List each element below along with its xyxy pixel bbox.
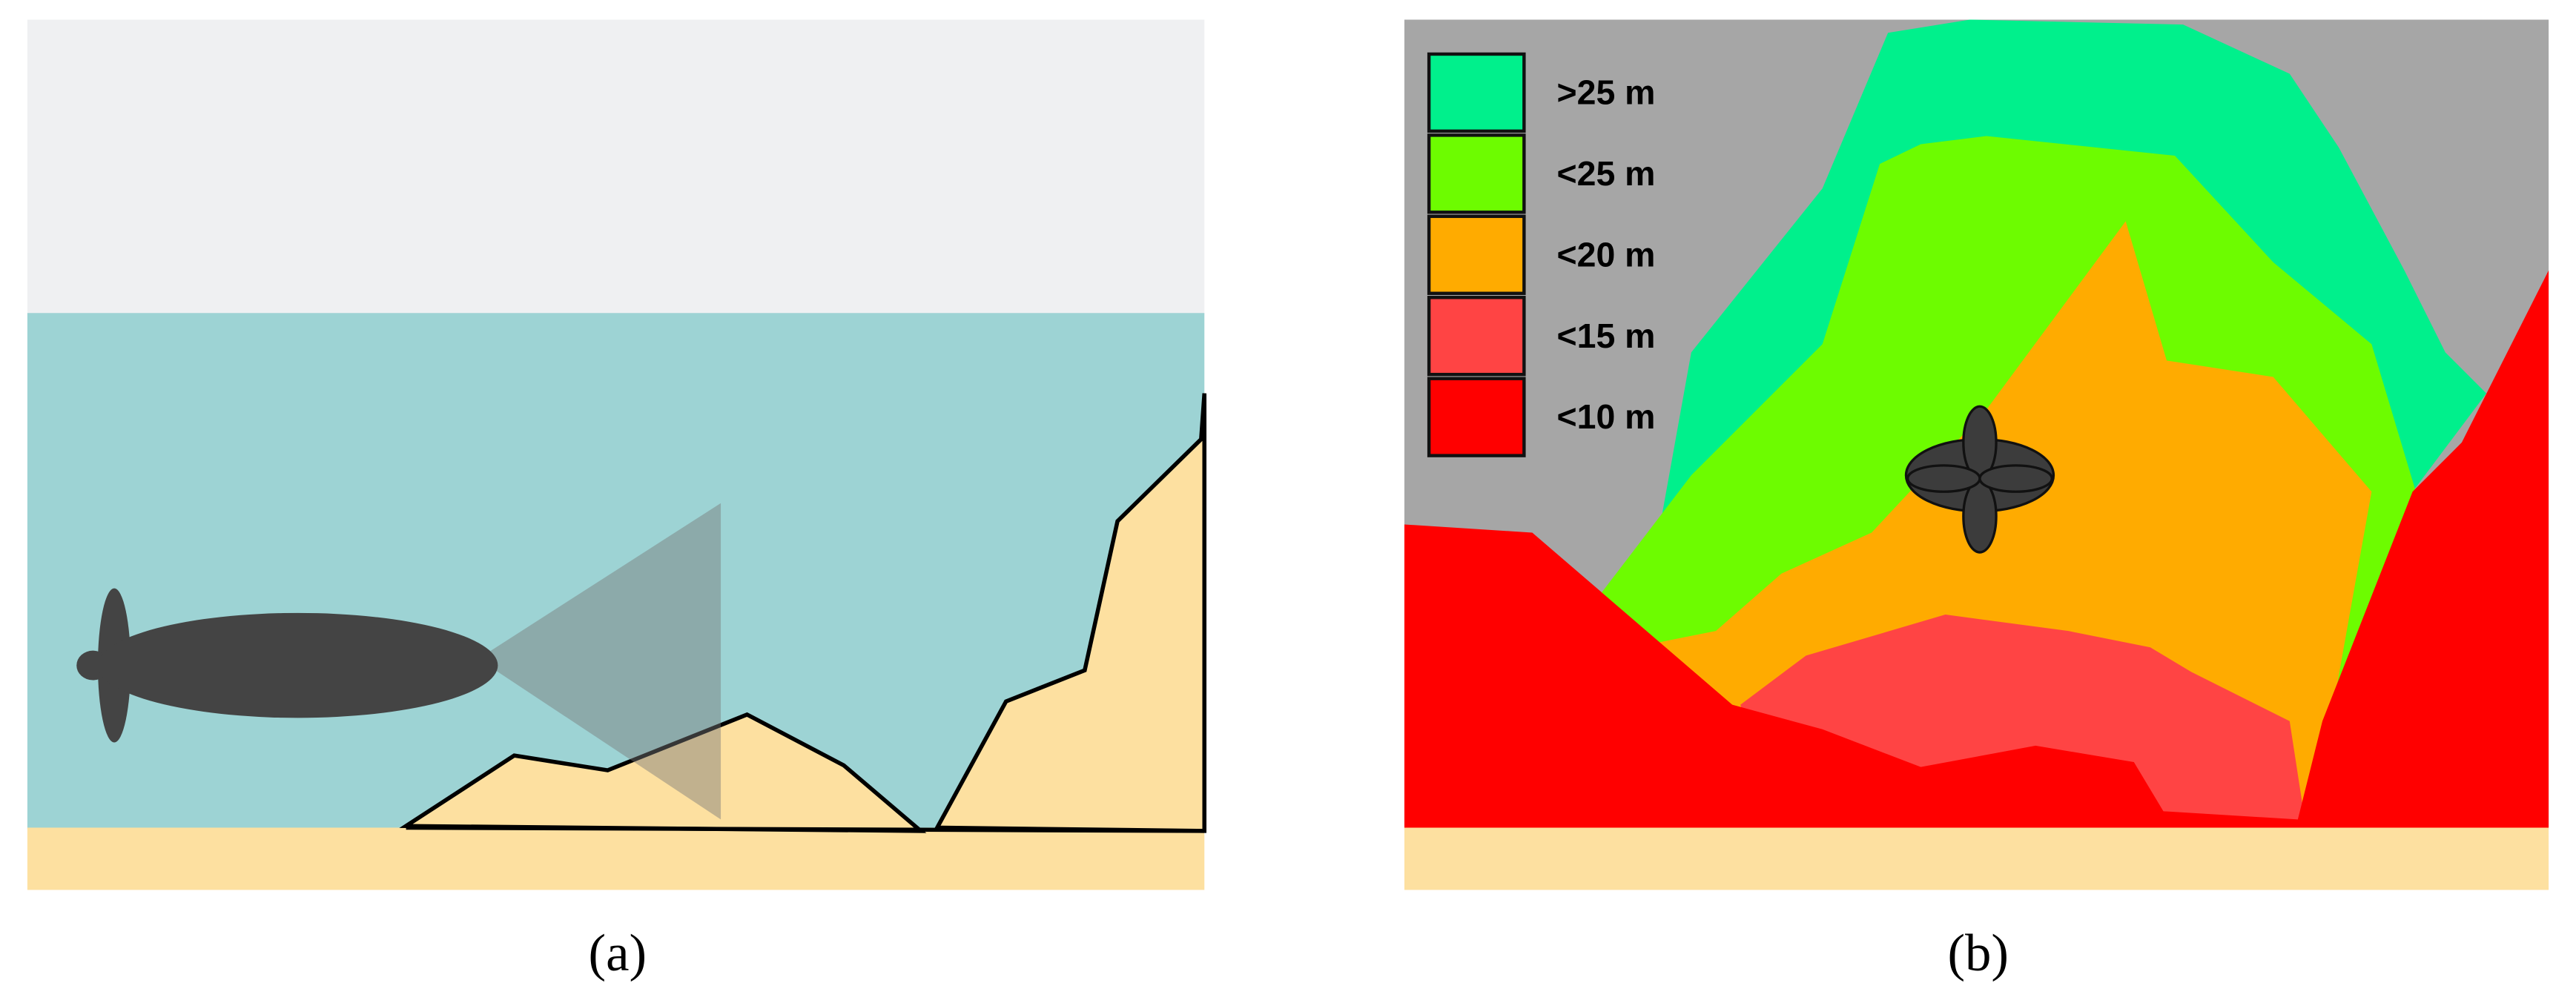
legend-label: <20 m bbox=[1557, 235, 1656, 274]
vehicle bbox=[1904, 405, 2055, 554]
sub-hull bbox=[97, 612, 498, 718]
legend-swatch bbox=[1427, 296, 1526, 377]
panel-b: >25 m <25 m <20 m <15 m <10 m (b) bbox=[1404, 19, 2549, 982]
legend-swatch bbox=[1427, 214, 1526, 295]
cliff bbox=[934, 393, 1207, 833]
legend-label: >25 m bbox=[1557, 73, 1656, 111]
caption: (b) bbox=[1947, 924, 2008, 982]
legend-label: <10 m bbox=[1557, 397, 1656, 436]
panel-a: (a) bbox=[27, 19, 1207, 982]
legend-swatch bbox=[1427, 52, 1526, 133]
sky bbox=[27, 19, 1205, 315]
sonar-cone bbox=[478, 503, 721, 820]
seabed bbox=[27, 827, 1205, 890]
legend-label: <15 m bbox=[1557, 317, 1656, 355]
legend-swatch bbox=[1427, 377, 1526, 457]
legend-swatch bbox=[1427, 133, 1526, 214]
seabed bbox=[1404, 827, 2549, 890]
legend-label: <25 m bbox=[1557, 154, 1656, 193]
legend: >25 m <25 m <20 m <15 m <10 m bbox=[1427, 52, 1656, 457]
caption: (a) bbox=[589, 924, 647, 982]
seabed-line bbox=[406, 825, 1205, 833]
depth-zone bbox=[1404, 270, 2549, 828]
